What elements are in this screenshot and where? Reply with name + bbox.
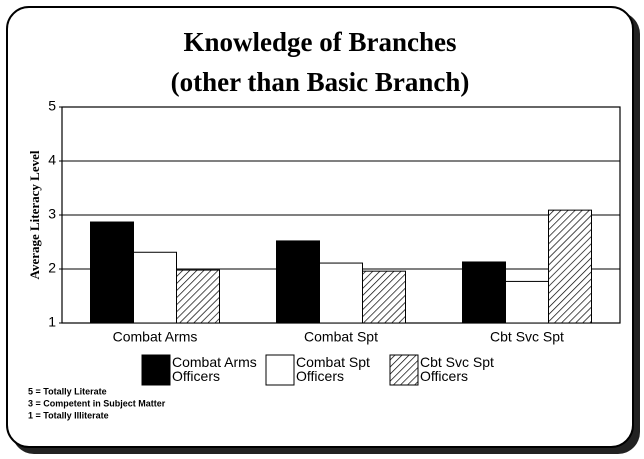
- bar: [133, 251, 177, 324]
- note: 5 = Totally Literate: [28, 386, 107, 396]
- y-tick-label: 2: [48, 260, 56, 276]
- chart-subtitle: (other than Basic Branch): [171, 67, 470, 97]
- frame: [6, 6, 634, 448]
- bar: [319, 262, 363, 324]
- note: 3 = Competent in Subject Matter: [28, 398, 166, 408]
- legend-label-box: Combat Arms Officers: [172, 355, 257, 384]
- y-tick-label: 4: [48, 152, 56, 168]
- bar: [548, 209, 592, 324]
- bar: [176, 269, 220, 324]
- legend-label-box: Cbt Svc Spt Officers: [420, 355, 494, 384]
- legend-label-box: Combat Spt Officers: [296, 355, 370, 384]
- bar: [462, 261, 506, 324]
- y-tick-label: 1: [48, 314, 56, 330]
- bar: [276, 240, 320, 324]
- y-tick-label: 5: [48, 98, 56, 114]
- bar: [362, 270, 406, 324]
- y-tick-label: 3: [48, 206, 56, 222]
- bar: [505, 280, 549, 324]
- legend-swatch: [141, 354, 171, 386]
- legend-label: Cbt Svc Spt Officers: [420, 355, 494, 384]
- x-tick-label: Combat Arms: [113, 329, 198, 345]
- legend-swatch: [389, 354, 419, 386]
- x-tick-label: Cbt Svc Spt: [490, 329, 564, 345]
- chart-title: Knowledge of Branches: [184, 27, 457, 57]
- y-axis-label: Average Literacy Level: [27, 150, 42, 279]
- bar: [90, 221, 134, 324]
- legend-label: Combat Arms Officers: [172, 355, 257, 384]
- legend-swatch: [265, 354, 295, 386]
- note: 1 = Totally Illiterate: [28, 410, 109, 420]
- legend-label: Combat Spt Officers: [296, 355, 370, 384]
- x-tick-label: Combat Spt: [304, 329, 378, 345]
